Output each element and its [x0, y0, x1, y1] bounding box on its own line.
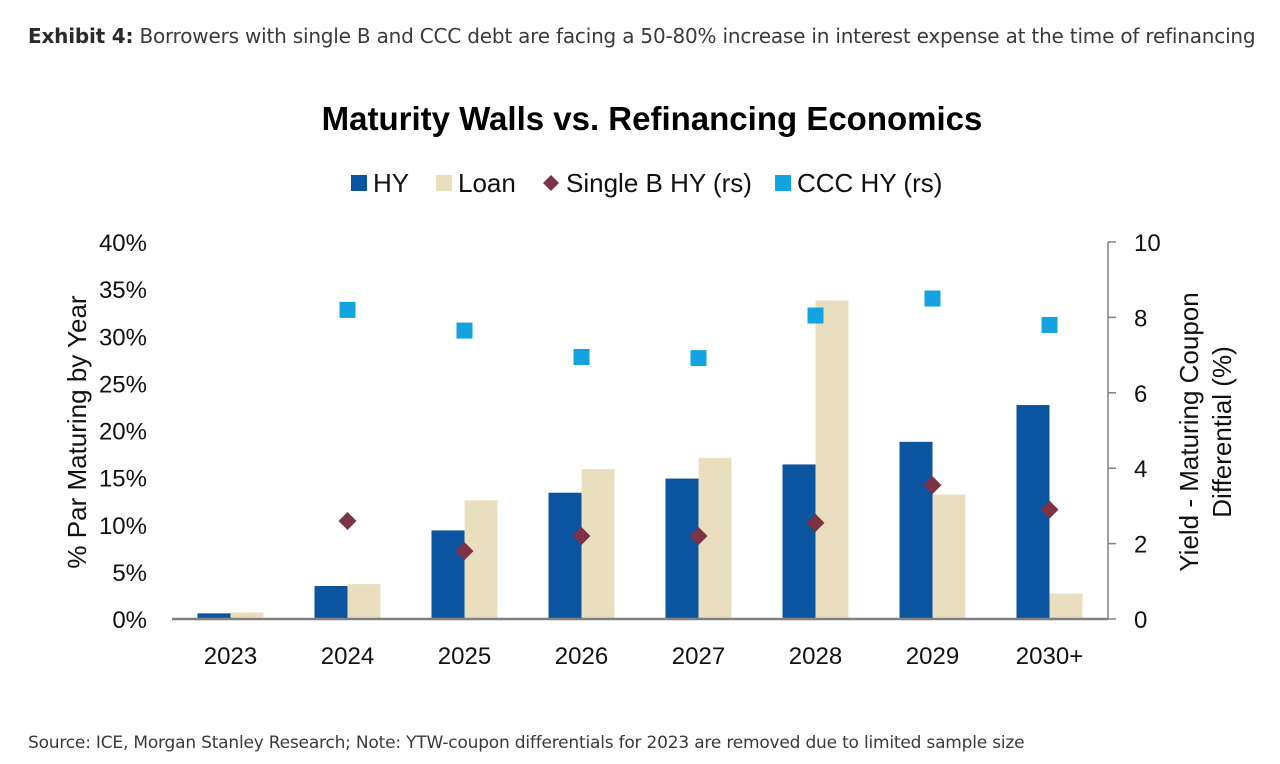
marker-ccc	[573, 348, 590, 365]
legend-item-hy: HY	[351, 168, 409, 198]
legend-swatch-hy	[351, 175, 367, 191]
chart-title: Maturity Walls vs. Refinancing Economics	[322, 100, 983, 137]
x-tick-label: 2028	[789, 643, 842, 670]
bar-hy	[314, 586, 348, 619]
x-tick-label: 2025	[438, 643, 491, 670]
x-tick-label: 2026	[555, 643, 608, 670]
left-axis-label: % Par Maturing by Year	[62, 295, 92, 568]
marker-single-b	[689, 527, 708, 546]
bar-hy	[665, 478, 699, 619]
bar-loan	[581, 469, 615, 619]
left-tick-label: 35%	[99, 277, 147, 304]
legend-item-ccc: CCC HY (rs)	[775, 168, 942, 198]
bar-loan	[1049, 593, 1083, 619]
left-tick-label: 40%	[99, 230, 147, 257]
right-axis-label-line2: Differential (%)	[1207, 346, 1237, 517]
x-tick-label: 2027	[672, 643, 725, 670]
x-tick-label: 2023	[204, 643, 257, 670]
bar-loan	[932, 494, 966, 619]
marker-single-b	[338, 511, 357, 530]
bar-loan	[230, 612, 264, 619]
x-tick-label: 2024	[321, 643, 374, 670]
right-axis: 0 2 4 6 8 10	[1107, 230, 1161, 634]
right-tick-label: 8	[1134, 305, 1147, 332]
markers	[338, 290, 1059, 561]
marker-ccc	[690, 350, 707, 367]
exhibit-label: Exhibit 4:	[28, 24, 134, 48]
bar-hy	[548, 492, 582, 619]
legend-label-hy: HY	[373, 168, 409, 198]
marker-single-b	[1040, 500, 1059, 519]
right-tick-label: 4	[1134, 456, 1147, 483]
right-axis-label-line1: Yield - Maturing Coupon	[1174, 292, 1204, 571]
left-tick-label: 30%	[99, 324, 147, 351]
marker-single-b	[806, 513, 825, 532]
legend: HY Loan Single B HY (rs) CCC HY (rs)	[351, 168, 942, 198]
legend-swatch-loan	[436, 175, 452, 191]
bar-hy	[782, 464, 816, 619]
exhibit-text: Borrowers with single B and CCC debt are…	[139, 24, 1256, 48]
left-tick-label: 20%	[99, 419, 147, 446]
left-tick-label: 15%	[99, 466, 147, 493]
right-tick-label: 10	[1134, 230, 1161, 257]
marker-ccc	[807, 307, 824, 324]
legend-item-single-b: Single B HY (rs)	[543, 168, 752, 198]
marker-single-b	[572, 527, 591, 546]
left-tick-label: 10%	[99, 513, 147, 540]
x-axis: 2023 2024 2025 2026 2027 2028 2029 2030+	[204, 643, 1083, 670]
marker-ccc	[924, 290, 941, 307]
marker-single-b	[455, 542, 474, 561]
legend-swatch-single-b	[543, 175, 559, 191]
left-axis: 0% 5% 10% 15% 20% 25% 30% 35% 40%	[99, 230, 147, 634]
marker-single-b	[923, 476, 942, 495]
bars	[197, 300, 1083, 619]
legend-item-loan: Loan	[436, 168, 516, 198]
x-tick-label: 2030+	[1016, 643, 1083, 670]
right-tick-label: 2	[1134, 532, 1147, 559]
exhibit-caption: Exhibit 4: Borrowers with single B and C…	[28, 24, 1268, 48]
legend-label-single-b: Single B HY (rs)	[566, 168, 752, 198]
legend-label-ccc: CCC HY (rs)	[797, 168, 942, 198]
marker-ccc	[1041, 316, 1058, 333]
bar-hy	[431, 530, 465, 619]
bar-loan	[464, 500, 498, 619]
x-tick-label: 2029	[906, 643, 959, 670]
legend-label-loan: Loan	[458, 168, 516, 198]
left-tick-label: 25%	[99, 371, 147, 398]
marker-ccc	[456, 322, 473, 339]
marker-ccc	[339, 301, 356, 318]
bar-loan	[347, 584, 381, 619]
right-tick-label: 0	[1134, 607, 1147, 634]
left-tick-label: 5%	[112, 560, 147, 587]
left-tick-label: 0%	[112, 607, 147, 634]
bar-hy	[899, 441, 933, 619]
legend-swatch-ccc	[775, 175, 791, 191]
right-tick-label: 6	[1134, 381, 1147, 408]
bar-loan	[815, 300, 849, 619]
bar-hy	[197, 613, 231, 619]
source-note: Source: ICE, Morgan Stanley Research; No…	[28, 733, 1025, 753]
